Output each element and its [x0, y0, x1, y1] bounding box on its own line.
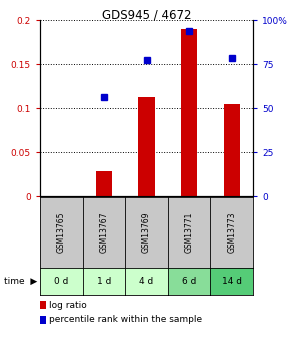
- Bar: [181, 29, 197, 196]
- Text: GSM13773: GSM13773: [227, 212, 236, 253]
- Text: percentile rank within the sample: percentile rank within the sample: [50, 315, 202, 325]
- Bar: [138, 97, 155, 196]
- Text: GSM13767: GSM13767: [99, 212, 108, 253]
- Text: GSM13765: GSM13765: [57, 212, 66, 253]
- Text: 1 d: 1 d: [97, 277, 111, 286]
- Text: time  ▶: time ▶: [4, 277, 37, 286]
- Text: GSM13769: GSM13769: [142, 212, 151, 253]
- Text: log ratio: log ratio: [50, 300, 87, 309]
- Bar: [224, 104, 240, 196]
- Text: GSM13771: GSM13771: [185, 212, 194, 253]
- Text: 14 d: 14 d: [222, 277, 242, 286]
- Bar: [96, 171, 112, 196]
- Text: GDS945 / 4672: GDS945 / 4672: [102, 8, 191, 21]
- Text: 4 d: 4 d: [139, 277, 154, 286]
- Text: 6 d: 6 d: [182, 277, 196, 286]
- Text: 0 d: 0 d: [54, 277, 69, 286]
